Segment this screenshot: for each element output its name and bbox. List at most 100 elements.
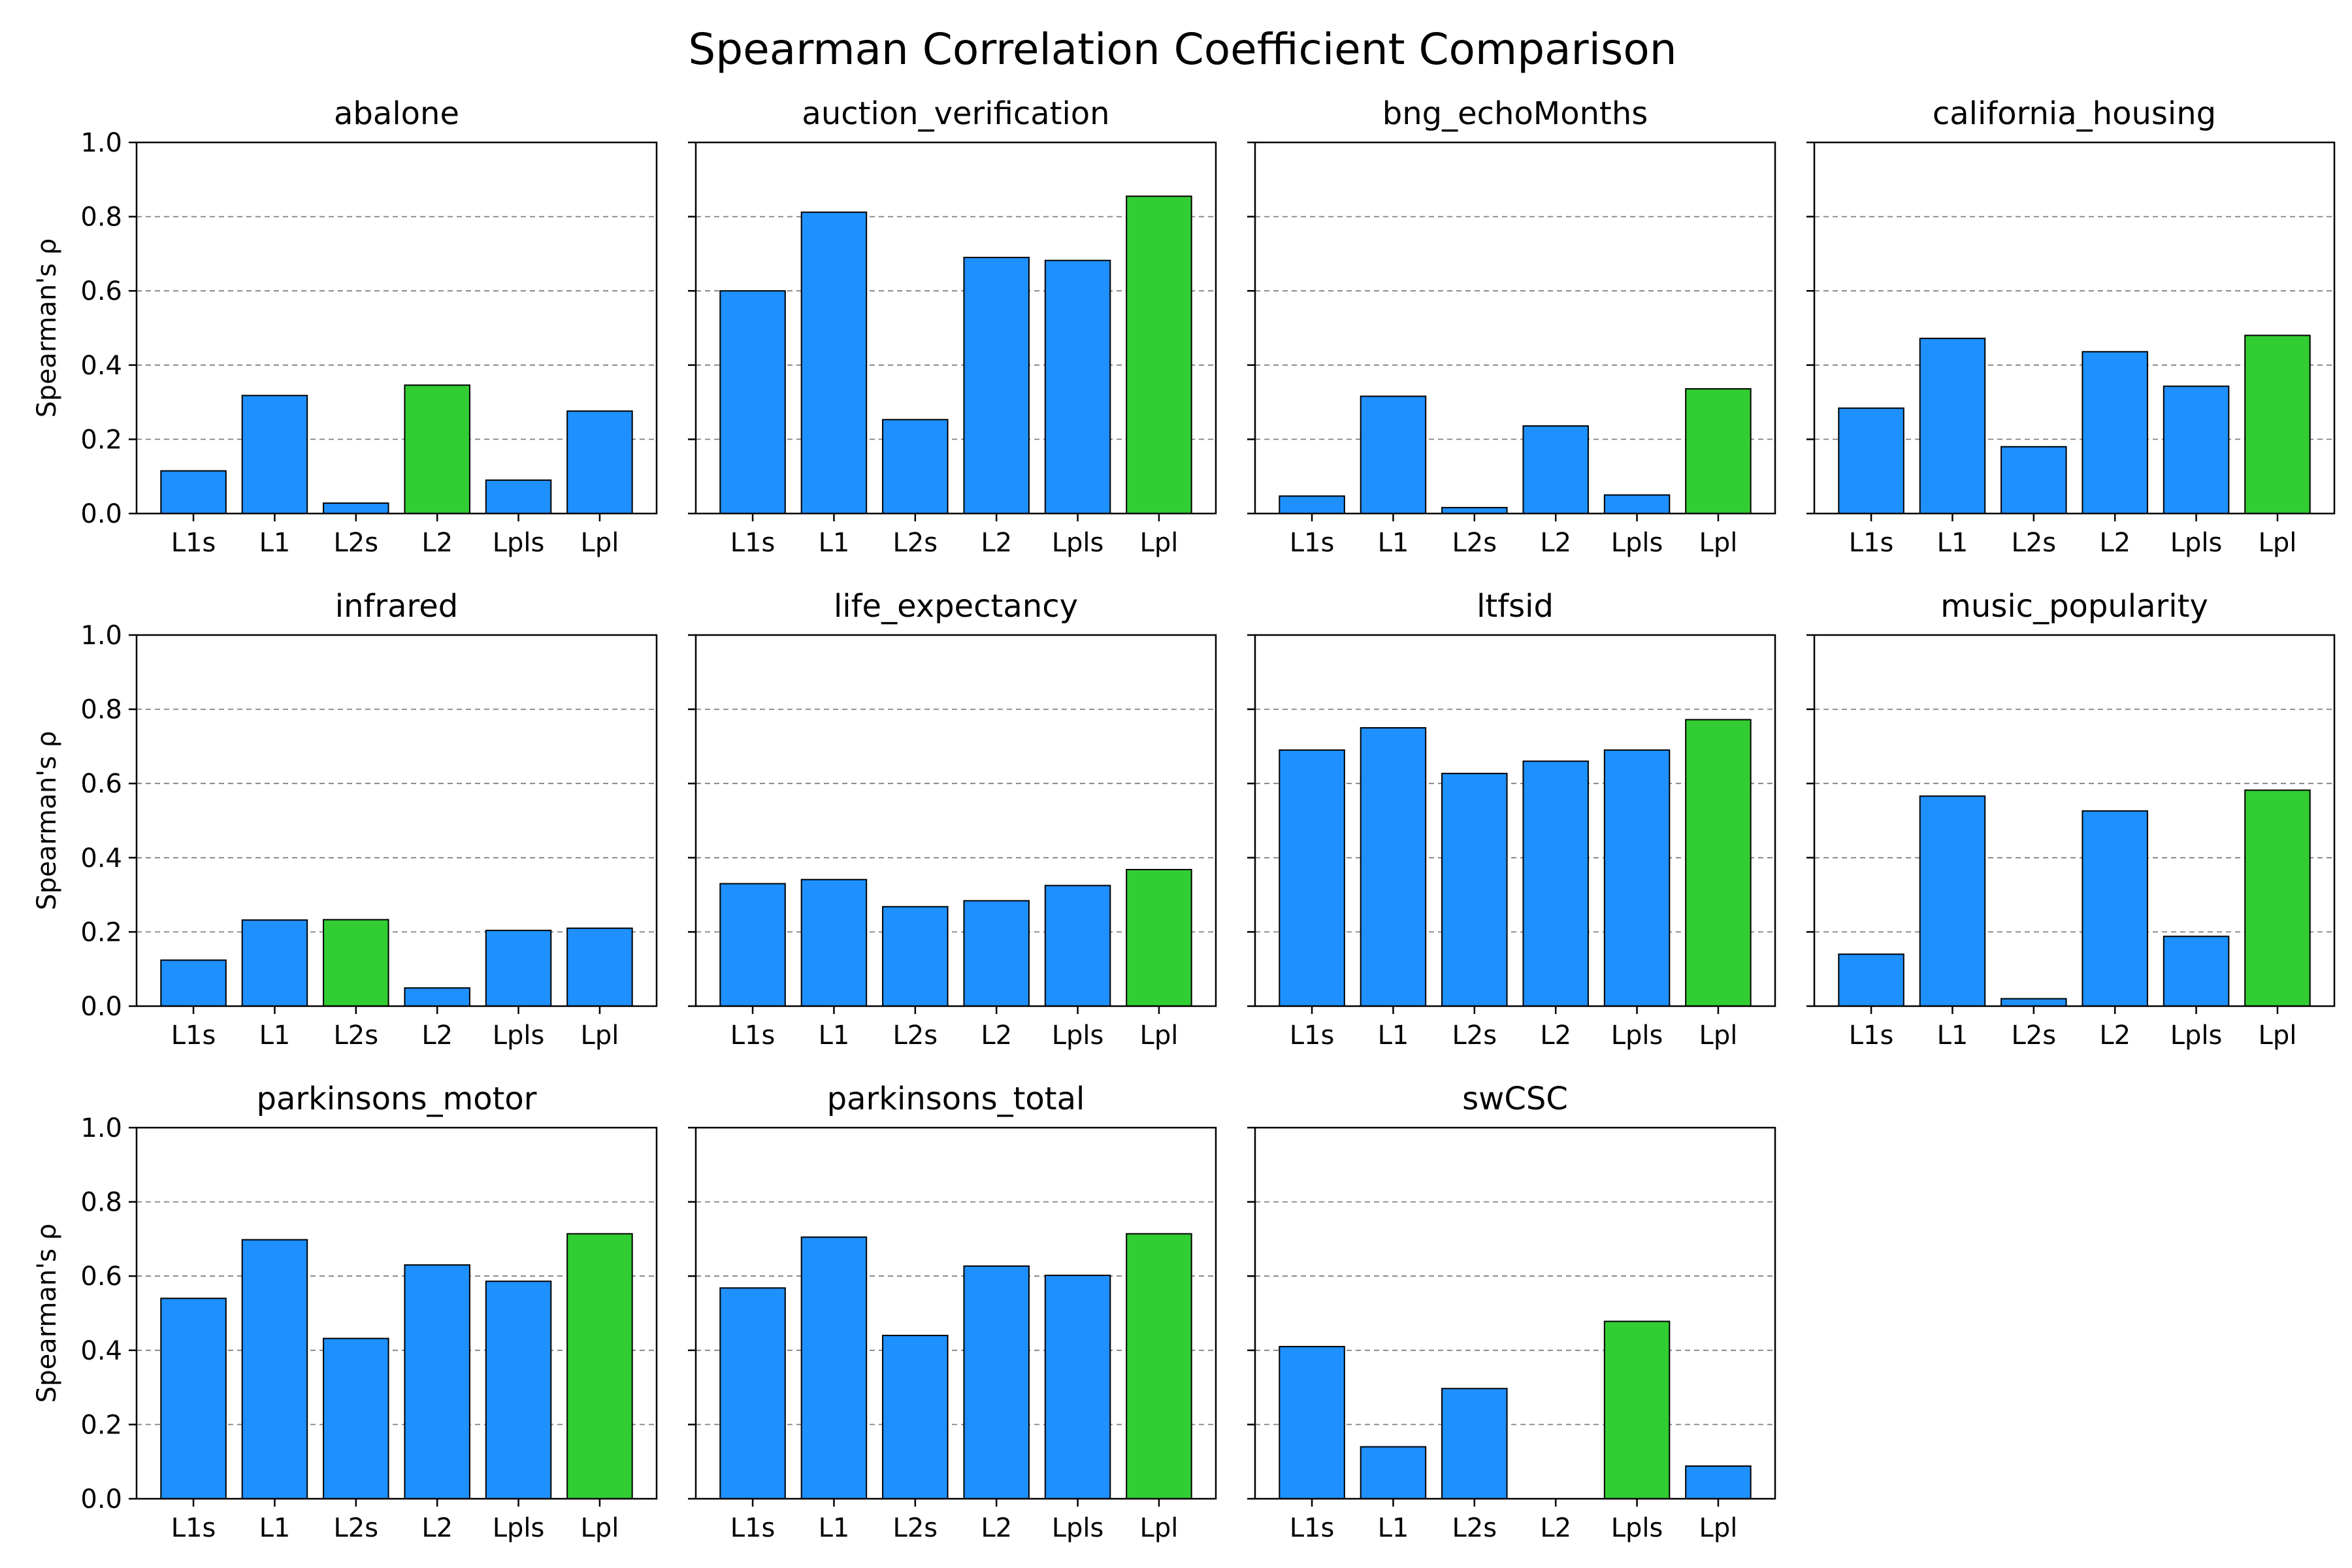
x-tick-label: L2s (2012, 528, 2057, 558)
x-tick-label: Lpl (2259, 528, 2297, 558)
x-tick-label: Lpl (581, 1021, 619, 1051)
bar-L1s (1838, 953, 1904, 1007)
bar-Lpl (1126, 195, 1192, 514)
x-tick-label: L1 (1378, 1021, 1409, 1051)
bar-L2 (2082, 810, 2148, 1007)
subplot-frame (1254, 1126, 1776, 1500)
bar-Lpls (1044, 885, 1111, 1007)
bar-L2s (1441, 1388, 1508, 1499)
subplot-frame (1254, 141, 1776, 515)
bar-L1 (241, 395, 308, 514)
subplot-life_expectancy: L1s L1 L2s L2 Lpls Lpl life_expectancy (688, 588, 1217, 1051)
x-tick-label: Lpls (493, 1513, 545, 1543)
x-tick-label: L2s (893, 1021, 938, 1051)
subplot-title: life_expectancy (834, 588, 1078, 625)
x-tick-label: L1 (1937, 1021, 1968, 1051)
x-tick-label: Lpls (1611, 1021, 1663, 1051)
y-tick-label: 0.4 (80, 351, 122, 381)
subplot-title: music_popularity (1940, 588, 2208, 625)
bar-L2 (1522, 760, 1589, 1007)
bar-L1s (719, 883, 786, 1007)
x-tick-label: L2 (421, 1021, 453, 1051)
x-tick-label: L1 (1378, 528, 1409, 558)
bar-Lpls (2163, 385, 2230, 515)
subplot-infrared: 0.0 0.2 0.4 0.6 0.8 1.0 L1s L1 L2s L2 Lpls Lpl infra… (32, 588, 658, 1051)
bar-L1 (800, 211, 868, 514)
subplot-title: california_housing (1933, 95, 2216, 132)
subplot-frame (135, 634, 658, 1007)
bar-L1 (241, 1239, 308, 1499)
bar-Lpl (566, 1233, 633, 1499)
y-tick-label: 1.0 (80, 128, 122, 158)
y-tick-label: 0.2 (80, 917, 122, 947)
x-tick-label: L2 (981, 528, 1012, 558)
y-axis-label: Spearman's ρ (32, 731, 62, 910)
x-tick-label: L1 (259, 528, 291, 558)
bar-L2s (323, 502, 389, 515)
x-tick-label: Lpl (581, 1513, 619, 1543)
x-tick-label: Lpls (1611, 528, 1663, 558)
subplot-frame (694, 141, 1217, 515)
subplot-swCSC: L1s L1 L2s L2 Lpls Lpl swCSC (1247, 1081, 1776, 1543)
y-tick-label: 0.6 (80, 276, 122, 306)
bar-L2 (963, 1265, 1030, 1499)
y-tick-label: 1.0 (80, 621, 122, 651)
x-tick-label: L1 (259, 1021, 291, 1051)
bar-L1 (1360, 1446, 1427, 1499)
y-tick-label: 1.0 (80, 1113, 122, 1143)
bar-L2 (963, 900, 1030, 1007)
subplot-frame (135, 1126, 658, 1500)
bar-L1s (1279, 749, 1345, 1007)
subplot-parkinsons_motor: 0.0 0.2 0.4 0.6 0.8 1.0 L1s L1 L2s L2 Lpls Lpl parki… (32, 1081, 658, 1543)
x-tick-label: Lpl (1140, 1021, 1179, 1051)
subplot-title: auction_verification (802, 95, 1109, 132)
bar-Lpls (485, 1281, 552, 1499)
subplot-title: swCSC (1462, 1081, 1568, 1117)
x-tick-label: L2s (1452, 1513, 1497, 1543)
x-tick-label: L2 (1540, 1513, 1571, 1543)
bar-L1s (719, 1287, 786, 1499)
bar-Lpls (1603, 749, 1671, 1007)
x-tick-label: L2 (421, 528, 453, 558)
x-tick-label: L1s (1849, 528, 1894, 558)
bar-L2s (2001, 446, 2067, 515)
x-tick-label: L2s (893, 528, 938, 558)
x-tick-label: L1s (171, 1513, 216, 1543)
bar-Lpl (2244, 789, 2311, 1007)
y-tick-label: 0.8 (80, 1188, 122, 1218)
y-tick-label: 0.8 (80, 203, 122, 233)
x-tick-label: L1s (1290, 1513, 1335, 1543)
bar-L1s (160, 959, 227, 1007)
bar-L2 (404, 1264, 470, 1500)
subplot-title: bng_echoMonths (1382, 95, 1648, 132)
bar-L1s (1838, 407, 1904, 514)
subplot-frame (1254, 634, 1776, 1007)
y-tick-label: 0.0 (80, 1484, 122, 1514)
bar-L1s (160, 1298, 227, 1500)
y-tick-label: 0.4 (80, 1336, 122, 1366)
subplot-frame (1813, 141, 2336, 515)
x-tick-label: L2s (334, 1513, 379, 1543)
x-tick-label: Lpl (1140, 1513, 1179, 1543)
x-tick-label: L2s (2012, 1021, 2057, 1051)
bar-L1s (160, 470, 227, 514)
y-axis-label: Spearman's ρ (32, 1224, 62, 1403)
bar-L1 (800, 1236, 868, 1500)
y-tick-label: 0.4 (80, 843, 122, 874)
bar-L1 (1360, 727, 1427, 1007)
y-tick-label: 0.6 (80, 1262, 122, 1292)
bar-L1s (1279, 495, 1345, 515)
x-tick-label: L2 (1540, 528, 1571, 558)
subplot-auction_verification: L1s L1 L2s L2 Lpls Lpl auction_verification (688, 95, 1217, 558)
figure-title: Spearman Correlation Coefficient Compari… (688, 24, 1676, 74)
subplot-title: parkinsons_motor (256, 1081, 536, 1117)
x-tick-label: L2 (2099, 528, 2131, 558)
subplot-frame (694, 634, 1217, 1007)
x-tick-label: Lpl (1699, 1513, 1738, 1543)
y-tick-label: 0.2 (80, 425, 122, 455)
bar-Lpls (1044, 1275, 1111, 1499)
bar-L1 (1919, 337, 1986, 514)
bar-Lpl (1685, 1465, 1752, 1500)
subplot-ltfsid: L1s L1 L2s L2 Lpls Lpl ltfsid (1247, 588, 1776, 1051)
